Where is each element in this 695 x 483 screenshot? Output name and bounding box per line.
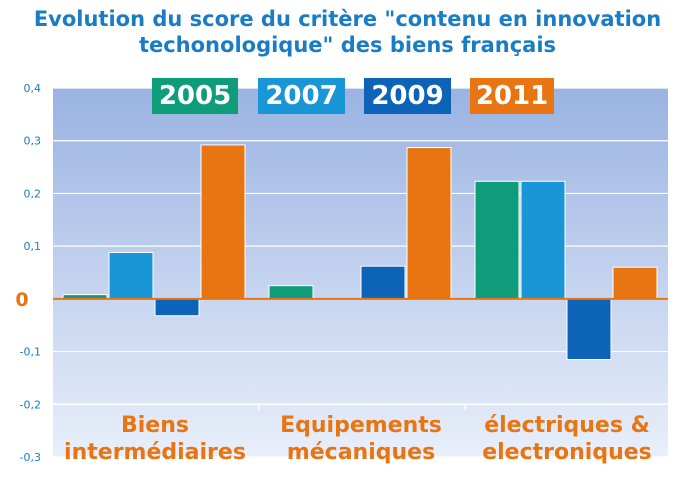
category-label: intermédiaires (64, 440, 246, 465)
chart-title-line-1: Evolution du score du critère "contenu e… (33, 7, 662, 31)
category-label: electroniques (482, 440, 652, 465)
legend-item-2005: 2005 (152, 78, 238, 114)
y-tick-label: 0,2 (24, 187, 42, 200)
bar-2009-1 (154, 298, 200, 317)
legend-item-2007: 2007 (258, 78, 345, 114)
chart-title: Evolution du score du critère "contenu e… (0, 6, 695, 58)
y-axis-ticks: 0,4 0,3 0,2 0,1 0 -0,1 -0,2 -0,3 (15, 82, 41, 464)
chart-title-line-2: techonologique" des biens français (138, 33, 557, 57)
bar-2005-3 (474, 180, 520, 300)
bar-2009-3 (566, 298, 612, 360)
category-label: mécaniques (287, 440, 435, 465)
bar-2011-1 (200, 144, 246, 300)
y-tick-label: -0,2 (20, 398, 41, 411)
y-tick-label: 0,4 (24, 82, 42, 95)
y-tick-label: 0,1 (24, 240, 42, 253)
y-tick-label: 0 (15, 289, 28, 311)
bar-2011-2 (406, 147, 452, 300)
bar-2005-2 (268, 285, 314, 300)
legend-item-2009: 2009 (364, 78, 451, 114)
category-label: électriques & (484, 413, 650, 438)
category-label: Equipements (280, 413, 442, 438)
y-tick-label: -0,3 (20, 451, 41, 464)
bars (62, 144, 658, 360)
y-tick-label: 0,3 (24, 135, 42, 148)
category-label: Biens (121, 413, 189, 438)
bar-2007-3 (520, 180, 566, 300)
legend-item-2011: 2011 (470, 78, 554, 114)
bar-2011-3 (612, 266, 658, 300)
bar-2009-2 (360, 265, 406, 300)
bar-2007-1 (108, 251, 154, 300)
y-tick-label: -0,1 (20, 346, 41, 359)
